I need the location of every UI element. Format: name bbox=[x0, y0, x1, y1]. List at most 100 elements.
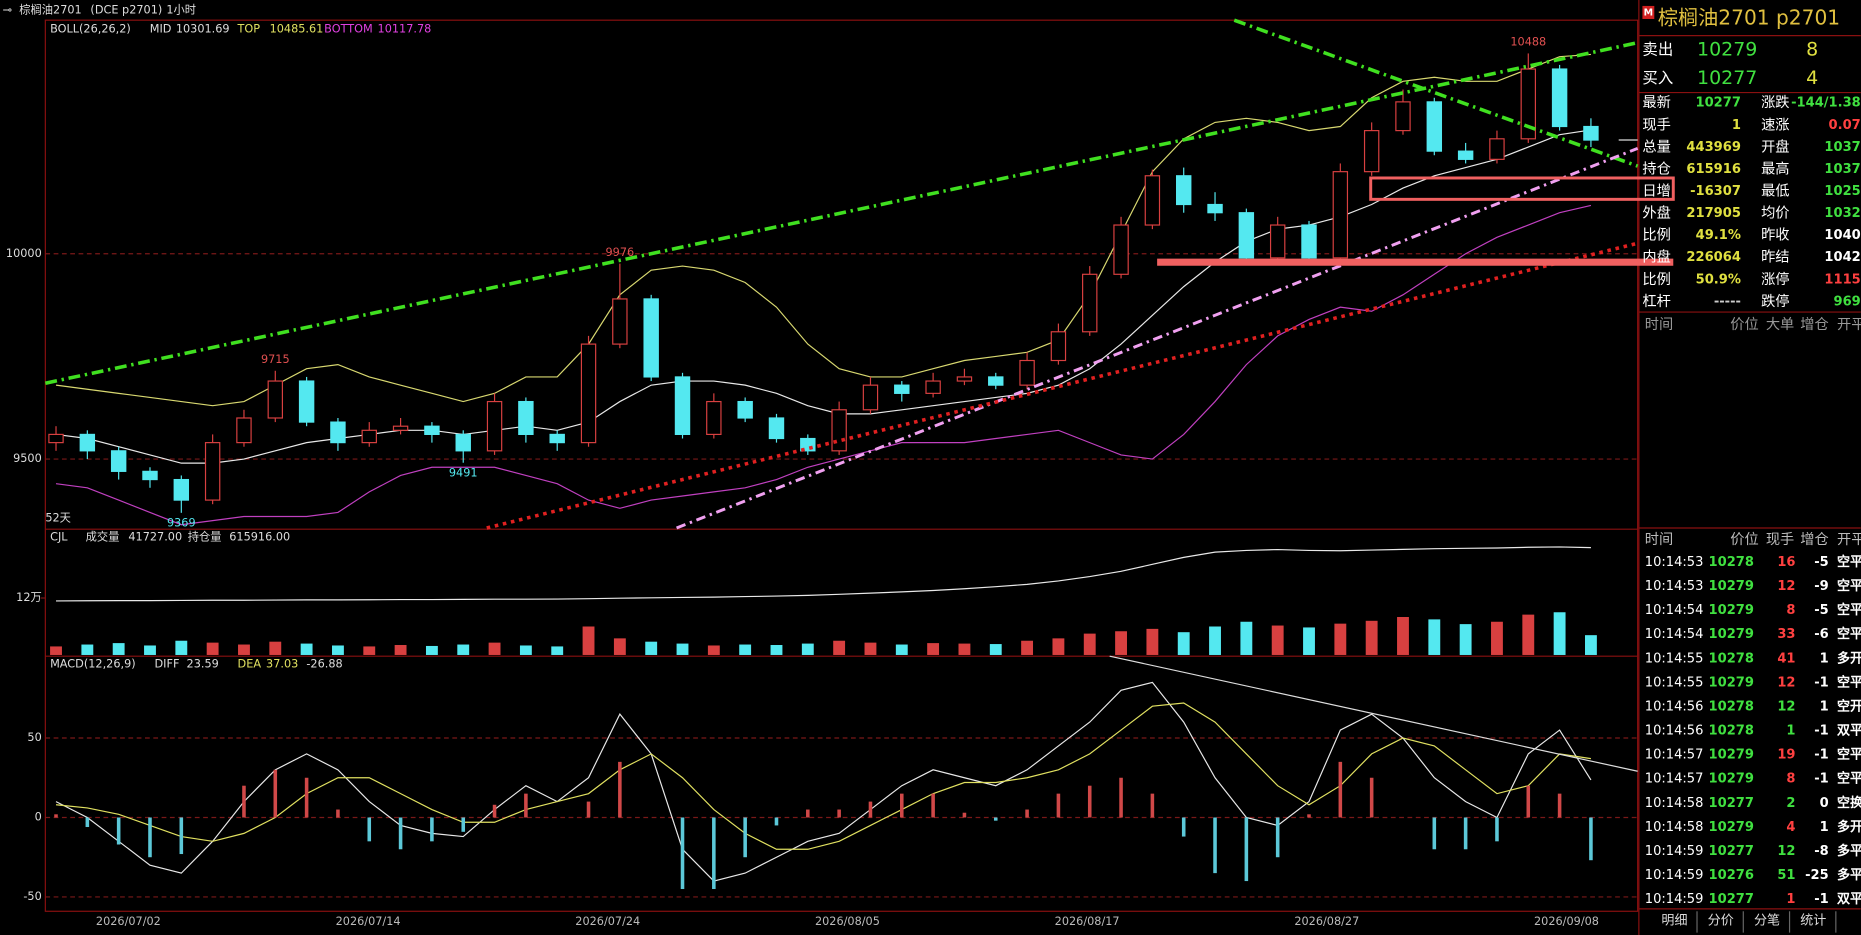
tick-cell: -9 bbox=[1814, 579, 1829, 594]
column-header: 开平 bbox=[1837, 532, 1861, 548]
macd-bar bbox=[304, 777, 309, 818]
quote-value: 1032 bbox=[1824, 206, 1860, 221]
y-tick-label: 12万 bbox=[16, 591, 42, 604]
tick-cell: 19 bbox=[1777, 748, 1795, 763]
macd-bar bbox=[1244, 817, 1249, 882]
candle-body bbox=[173, 478, 190, 501]
tick-cell: 空平 bbox=[1837, 771, 1861, 787]
volume-bar bbox=[989, 644, 1002, 655]
x-tick-label: 2026/07/14 bbox=[336, 915, 401, 928]
candle-body bbox=[424, 425, 440, 436]
macd-bar bbox=[430, 817, 434, 842]
y-tick-label: -50 bbox=[23, 890, 41, 903]
volume-bar bbox=[488, 642, 501, 655]
volume-bar bbox=[1240, 621, 1253, 655]
legend-value: 23.59 bbox=[187, 657, 219, 670]
candle-body bbox=[894, 384, 910, 394]
macd-bar bbox=[900, 793, 904, 818]
tab[interactable]: 统计 bbox=[1800, 913, 1826, 928]
macd-bar bbox=[461, 817, 466, 832]
tick-cell: 4 bbox=[1786, 820, 1795, 835]
y-tick-label: 9500 bbox=[13, 452, 42, 465]
annotation: 52天 bbox=[45, 512, 71, 525]
volume-bar bbox=[676, 643, 689, 655]
candle-body bbox=[1301, 224, 1317, 259]
candle-body bbox=[1520, 68, 1536, 140]
tick-cell: 10:14:53 bbox=[1645, 579, 1704, 594]
tick-cell: 空平 bbox=[1837, 626, 1861, 642]
quote-value: -144/1.38 bbox=[1791, 96, 1861, 111]
quote-value: -16307 bbox=[1690, 184, 1741, 199]
market-icon bbox=[1642, 5, 1655, 19]
volume-bar bbox=[801, 643, 814, 655]
legend-value: 615916.00 bbox=[229, 531, 290, 544]
candle-body bbox=[768, 417, 785, 440]
candle-body bbox=[1269, 224, 1286, 259]
macd-bar bbox=[618, 761, 622, 818]
macd-bar bbox=[1213, 817, 1217, 874]
legend-value: 10485.61 bbox=[270, 23, 324, 36]
order-price: 10279 bbox=[1697, 38, 1757, 60]
tick-cell: -1 bbox=[1814, 772, 1829, 787]
tick-cell: 10279 bbox=[1709, 603, 1754, 618]
tab[interactable]: 分笔 bbox=[1754, 912, 1780, 928]
tab[interactable]: 分价 bbox=[1708, 913, 1734, 928]
volume-bar bbox=[112, 643, 125, 655]
candle-body bbox=[643, 298, 659, 378]
tab[interactable]: 明细 bbox=[1661, 913, 1687, 928]
tick-cell: 10:14:54 bbox=[1645, 627, 1704, 642]
macd-bar bbox=[54, 814, 58, 818]
tick-cell: 10:14:56 bbox=[1645, 724, 1704, 739]
tick-cell: 51 bbox=[1777, 868, 1795, 883]
order-volume: 8 bbox=[1806, 38, 1818, 60]
volume-bar bbox=[519, 645, 532, 655]
quote-value: 1040 bbox=[1824, 228, 1860, 243]
volume-bar bbox=[363, 646, 376, 655]
tick-cell: 10279 bbox=[1709, 820, 1754, 835]
macd-bar bbox=[148, 817, 152, 858]
market-icon-text: M bbox=[1644, 8, 1653, 19]
tick-cell: 双平 bbox=[1837, 724, 1861, 739]
volume-bar bbox=[144, 645, 156, 655]
quote-label: 跌停 bbox=[1761, 293, 1789, 310]
order-price: 10277 bbox=[1697, 67, 1757, 89]
volume-bar bbox=[1553, 612, 1566, 655]
legend-label: MID bbox=[150, 23, 172, 36]
volume-bar bbox=[1146, 628, 1159, 655]
tick-cell: 空平 bbox=[1837, 747, 1861, 763]
macd-bar bbox=[524, 793, 528, 818]
trend-line bbox=[1233, 18, 1639, 168]
candle-body bbox=[988, 376, 1004, 386]
quote-label: 涨停 bbox=[1761, 271, 1789, 288]
volume-bar bbox=[613, 638, 626, 655]
volume-bar bbox=[1397, 617, 1409, 655]
quote-label: 速涨 bbox=[1761, 116, 1789, 133]
candle-body bbox=[1050, 331, 1067, 362]
candle-body bbox=[956, 376, 973, 382]
macd-bar bbox=[1025, 809, 1029, 818]
candle-body bbox=[330, 421, 346, 444]
x-tick-label: 2026/08/27 bbox=[1294, 915, 1359, 928]
tick-cell: 0 bbox=[1820, 796, 1829, 811]
column-header: 价位 bbox=[1730, 531, 1758, 548]
tick-cell: 10:14:58 bbox=[1645, 820, 1704, 835]
candle-body bbox=[392, 425, 409, 431]
volume-bar bbox=[1585, 635, 1597, 655]
volume-bar bbox=[457, 644, 470, 655]
volume-bar bbox=[833, 640, 846, 655]
period[interactable]: 1小时 bbox=[166, 4, 196, 17]
volume-bar bbox=[1303, 627, 1315, 655]
panel-borders bbox=[44, 0, 1861, 935]
macd-bar bbox=[680, 817, 685, 890]
candle-body bbox=[518, 400, 534, 436]
tick-cell: 空开 bbox=[1837, 698, 1861, 714]
legend-label: TOP bbox=[237, 23, 261, 36]
tick-cell: 10279 bbox=[1709, 627, 1754, 642]
quote-value: 226064 bbox=[1686, 250, 1740, 265]
macd-bar bbox=[1338, 761, 1343, 818]
tick-cell: 空平 bbox=[1837, 554, 1861, 570]
volume-bar bbox=[1021, 640, 1034, 655]
low-label: 9369 bbox=[167, 517, 196, 530]
quote-label: 内盘 bbox=[1642, 248, 1670, 266]
y-tick-label: 0 bbox=[35, 810, 42, 823]
